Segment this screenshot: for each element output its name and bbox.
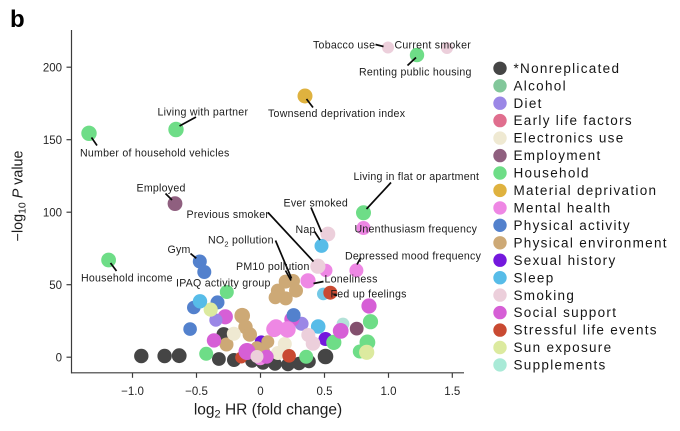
svg-text:Current smoker: Current smoker [395,40,472,52]
svg-text:Tobacco use: Tobacco use [313,40,375,52]
svg-text:Mental health: Mental health [514,201,612,216]
svg-text:Sexual history: Sexual history [514,253,617,268]
svg-text:Physical activity: Physical activity [514,218,631,233]
svg-text:Ever smoked: Ever smoked [284,198,349,210]
svg-text:Previous smoker: Previous smoker [187,209,270,221]
svg-text:Physical environment: Physical environment [514,235,668,250]
svg-text:PM10 pollution: PM10 pollution [236,261,310,273]
svg-text:Social support: Social support [514,305,618,320]
svg-text:−0.5: −0.5 [185,386,208,398]
svg-text:Unenthusiasm frequency: Unenthusiasm frequency [355,224,478,236]
svg-text:Sun exposure: Sun exposure [514,340,613,355]
svg-text:100: 100 [43,207,62,219]
svg-text:50: 50 [49,280,62,292]
svg-text:Renting public housing: Renting public housing [359,67,472,79]
svg-text:200: 200 [43,62,62,74]
svg-text:Diet: Diet [514,96,543,111]
svg-text:Electronics use: Electronics use [514,131,625,146]
svg-text:Nap: Nap [296,224,316,236]
svg-text:Living with partner: Living with partner [158,107,249,119]
svg-text:Alcohol: Alcohol [514,78,567,93]
svg-text:−1.0: −1.0 [121,386,144,398]
svg-text:Supplements: Supplements [514,358,607,373]
svg-text:Living in flat or apartment: Living in flat or apartment [354,171,480,183]
svg-text:*Nonreplicated: *Nonreplicated [514,61,621,76]
svg-text:1.0: 1.0 [381,386,397,398]
svg-text:Early life factors: Early life factors [514,113,633,128]
svg-text:Loneliness: Loneliness [325,274,378,286]
svg-text:Depressed mood frequency: Depressed mood frequency [345,251,482,263]
svg-text:Household income: Household income [81,273,173,285]
svg-text:1.5: 1.5 [444,386,460,398]
svg-text:Employment: Employment [514,148,602,163]
svg-text:0: 0 [257,386,263,398]
svg-text:Stressful life events: Stressful life events [514,323,658,338]
svg-text:−log10 P value: −log10 P value [11,151,29,242]
svg-text:Employed: Employed [137,183,186,195]
svg-text:Smoking: Smoking [514,288,576,303]
svg-text:Gym: Gym [168,244,191,256]
svg-text:Household: Household [514,166,590,181]
svg-text:Material deprivation: Material deprivation [514,183,658,198]
svg-text:log2 HR (fold change): log2 HR (fold change) [194,402,342,421]
svg-text:0.5: 0.5 [317,386,333,398]
svg-text:0: 0 [56,352,62,364]
svg-text:b: b [10,6,25,33]
svg-text:IPAQ activity group: IPAQ activity group [176,278,271,290]
svg-text:NO2 pollution: NO2 pollution [208,235,274,249]
svg-text:Number of household vehicles: Number of household vehicles [80,148,230,160]
svg-text:Sleep: Sleep [514,270,555,285]
svg-text:Fed up feelings: Fed up feelings [331,289,407,301]
svg-text:150: 150 [43,135,62,147]
svg-text:Townsend deprivation index: Townsend deprivation index [268,108,406,120]
